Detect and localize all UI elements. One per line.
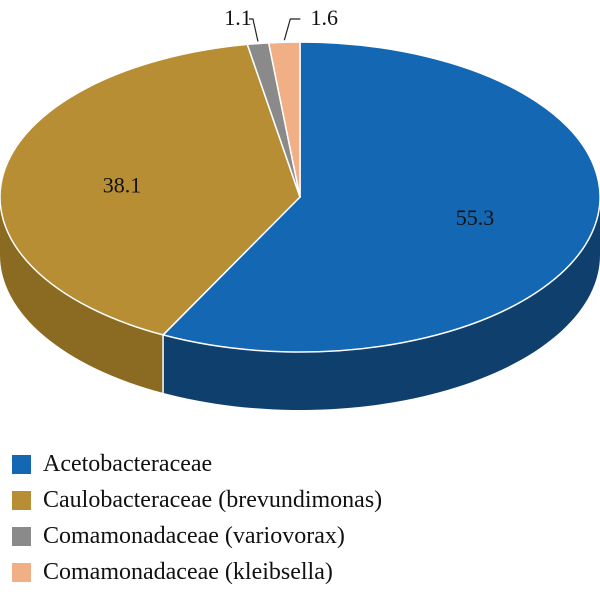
legend-swatch-peach [12, 562, 31, 582]
legend-item-variovorax: Comamonadaceae (variovorax) [12, 518, 592, 554]
legend: Acetobacteraceae Caulobacteraceae (brevu… [12, 446, 592, 590]
legend-label: Comamonadaceae (variovorax) [43, 522, 345, 549]
pie-side-acetobacteraceae [163, 197, 600, 410]
pie-slices [0, 41, 600, 353]
legend-label: Comamonadaceae (kleibsella) [43, 558, 333, 585]
data-label-variovorax: 1.1 [224, 5, 252, 30]
legend-item-kleibsella: Comamonadaceae (kleibsella) [12, 554, 592, 590]
pie-side-caulobacteraceae [0, 197, 164, 393]
pie-slice-caulobacteraceae [0, 43, 301, 336]
legend-swatch-gray [12, 526, 31, 546]
pie-chart: 55.3 38.1 1.1 1.6 [0, 5, 600, 410]
data-labels: 55.3 38.1 1.1 1.6 [103, 5, 495, 230]
leader-line-variovorax [248, 18, 259, 42]
leader-line-kleibsella [283, 18, 301, 41]
legend-swatch-blue [12, 454, 31, 474]
pie-slice-kleibsella [267, 41, 301, 198]
legend-item-acetobacteraceae: Acetobacteraceae [12, 446, 592, 482]
pie-slice-acetobacteraceae [162, 41, 600, 353]
data-label-caulobacteraceae: 38.1 [103, 172, 142, 197]
legend-item-caulobacteraceae: Caulobacteraceae (brevundimonas) [12, 482, 592, 518]
data-label-kleibsella: 1.6 [311, 5, 339, 30]
pie-sides [0, 197, 600, 410]
data-label-acetobacteraceae: 55.3 [456, 205, 495, 230]
legend-label: Caulobacteraceae (brevundimonas) [43, 486, 383, 513]
legend-label: Acetobacteraceae [43, 450, 213, 477]
label-leaders [248, 18, 301, 42]
legend-swatch-gold [12, 490, 31, 510]
